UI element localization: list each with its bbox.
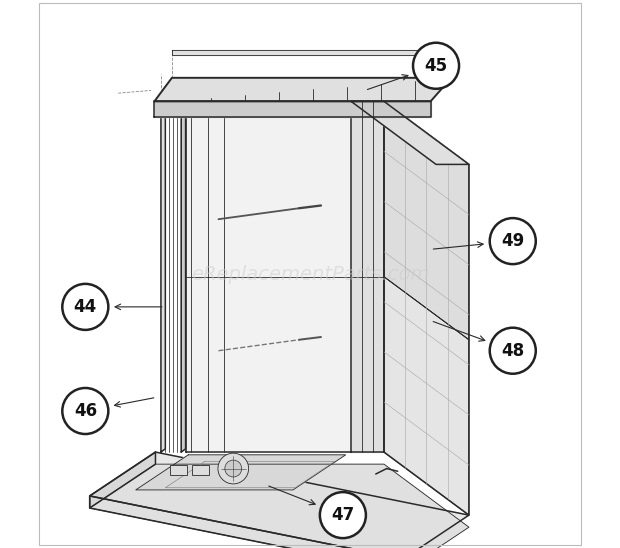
Polygon shape	[136, 455, 345, 490]
Polygon shape	[161, 98, 166, 452]
Polygon shape	[351, 101, 469, 164]
Polygon shape	[90, 496, 403, 548]
Text: 49: 49	[501, 232, 525, 250]
FancyBboxPatch shape	[192, 465, 208, 475]
Circle shape	[490, 218, 536, 264]
Polygon shape	[90, 464, 469, 548]
Circle shape	[413, 43, 459, 89]
Text: 46: 46	[74, 402, 97, 420]
Text: 47: 47	[331, 506, 355, 524]
Text: 44: 44	[74, 298, 97, 316]
Circle shape	[62, 284, 108, 330]
FancyBboxPatch shape	[170, 465, 187, 475]
Polygon shape	[384, 277, 469, 515]
Text: 48: 48	[501, 342, 525, 359]
Circle shape	[62, 388, 108, 434]
Circle shape	[218, 453, 249, 484]
Polygon shape	[90, 452, 469, 548]
Polygon shape	[384, 101, 469, 515]
Polygon shape	[185, 101, 354, 452]
Polygon shape	[384, 101, 469, 340]
Polygon shape	[90, 452, 156, 508]
Polygon shape	[181, 98, 185, 452]
Circle shape	[225, 460, 242, 477]
Polygon shape	[172, 50, 435, 55]
Circle shape	[320, 492, 366, 538]
Circle shape	[490, 328, 536, 374]
Polygon shape	[154, 78, 451, 101]
Text: eReplacementParts.com: eReplacementParts.com	[191, 265, 429, 283]
Text: 45: 45	[425, 57, 448, 75]
Polygon shape	[154, 101, 430, 117]
Polygon shape	[351, 101, 384, 452]
